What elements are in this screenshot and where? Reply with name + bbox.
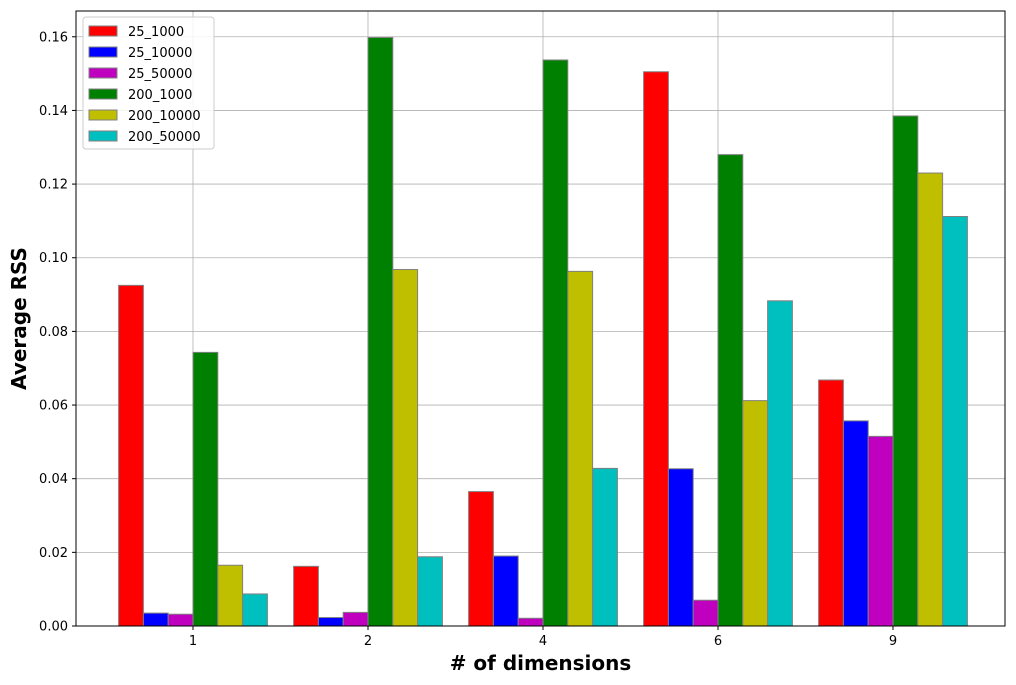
y-tick-label: 0.02 — [39, 546, 68, 561]
bar-25_50000-9 — [867, 435, 894, 627]
legend-swatch — [88, 25, 118, 37]
y-tick-label: 0.04 — [39, 472, 68, 487]
x-tick-label: 1 — [189, 634, 197, 649]
bar-25_1000-9 — [818, 379, 844, 627]
y-axis-title: Average RSS — [7, 247, 31, 390]
bar-25_10000-9 — [842, 420, 869, 627]
legend-label: 200_1000 — [128, 88, 192, 103]
bar-200_50000-2 — [417, 556, 443, 627]
legend-swatch — [88, 46, 118, 58]
legend-swatch — [88, 130, 118, 142]
legend-label: 200_10000 — [128, 109, 201, 124]
bar-200_10000-1 — [217, 564, 244, 627]
bar-200_1000-4 — [542, 59, 569, 627]
legend-label: 200_50000 — [128, 130, 201, 145]
bar-25_10000-2 — [317, 617, 344, 627]
y-tick-label: 0.16 — [39, 30, 68, 45]
y-tick-label: 0.00 — [39, 620, 68, 635]
bar-200_1000-1 — [192, 351, 219, 627]
bar-25_50000-4 — [517, 617, 544, 627]
bar-25_10000-6 — [667, 468, 694, 627]
legend-label: 25_50000 — [128, 67, 192, 82]
y-tick-label: 0.14 — [39, 104, 68, 119]
bar-25_1000-4 — [468, 491, 494, 627]
bar-layer — [118, 37, 968, 627]
legend-label: 25_1000 — [128, 25, 184, 40]
bar-200_10000-2 — [392, 269, 419, 627]
legend: 25_1000 25_10000 25_50000 200_1000 200_10000… — [82, 16, 215, 150]
x-tick-label: 6 — [714, 634, 722, 649]
y-tick-label: 0.08 — [39, 325, 68, 340]
y-tick-label: 0.10 — [39, 251, 68, 266]
tick-layer: 0.00 0.02 0.04 0.06 0.08 0.10 0.12 0.14 0.16 1 2 4 6… — [39, 30, 897, 649]
bar-25_1000-6 — [643, 71, 669, 627]
bar-200_10000-6 — [742, 400, 769, 627]
bar-25_50000-1 — [167, 613, 194, 627]
legend-label: 25_10000 — [128, 46, 192, 61]
legend-swatch — [88, 109, 118, 121]
x-tick-label: 4 — [539, 634, 547, 649]
bar-200_1000-2 — [367, 37, 394, 627]
bar-25_10000-4 — [492, 555, 519, 627]
y-tick-label: 0.12 — [39, 178, 68, 193]
x-tick-label: 2 — [364, 634, 372, 649]
legend-swatch — [88, 88, 118, 100]
legend-swatch — [88, 67, 118, 79]
plot-frame — [75, 10, 1006, 627]
bar-200_1000-9 — [892, 115, 919, 627]
bar-25_10000-1 — [142, 612, 169, 627]
bar-200_50000-1 — [242, 593, 268, 627]
bar-25_1000-2 — [293, 565, 319, 627]
y-tick-label: 0.06 — [39, 399, 68, 414]
bar-25_50000-2 — [342, 611, 369, 627]
bar-200_10000-9 — [917, 172, 944, 627]
bar-25_1000-1 — [118, 284, 144, 627]
bar-25_50000-6 — [692, 599, 719, 627]
bar-200_50000-6 — [767, 300, 793, 627]
bar-200_50000-4 — [592, 467, 618, 627]
x-axis-title: # of dimensions — [450, 651, 632, 675]
bar-200_1000-6 — [717, 154, 744, 627]
bar-200_50000-9 — [942, 215, 968, 627]
bar-200_10000-4 — [567, 270, 594, 627]
x-tick-label: 9 — [889, 634, 897, 649]
